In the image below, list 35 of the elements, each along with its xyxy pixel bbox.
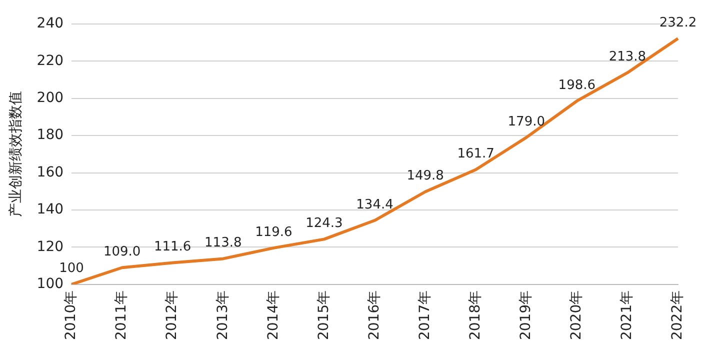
data-label: 113.8 [204,236,242,251]
y-tick-label: 200 [36,90,64,106]
data-label: 100 [59,261,84,276]
data-label: 119.6 [255,224,292,240]
data-label: 161.7 [457,146,494,162]
data-label: 134.4 [356,197,394,212]
x-tick-label: 2011年 [114,290,130,340]
y-tick-label: 240 [36,16,64,32]
x-tick-label: 2022年 [670,290,686,340]
x-tick-label: 2021年 [619,290,636,340]
x-tick-label: 2013年 [214,290,231,340]
x-tick-label: 2014年 [265,290,282,340]
y-tick-label: 100 [36,276,64,292]
x-tick-label: 2020年 [568,290,585,340]
data-label: 124.3 [306,216,343,232]
data-label: 109.0 [103,244,141,260]
x-tick-label: 2019年 [518,290,534,340]
y-tick-label: 180 [36,127,64,144]
data-label: 179.0 [508,114,545,130]
y-tick-label: 160 [36,164,64,180]
y-axis-title: 产业创新绩效指数值 [8,91,24,218]
data-label: 198.6 [558,78,596,93]
x-tick-label: 2012年 [164,290,180,340]
x-tick-label: 2015年 [316,290,332,340]
y-tick-label: 140 [36,202,64,218]
data-label: 149.8 [406,168,444,184]
x-tick-label: 2016年 [366,290,382,340]
x-tick-label: 2017年 [416,290,433,340]
x-tick-label: 2018年 [467,290,484,340]
y-tick-label: 120 [36,238,64,255]
data-label: 111.6 [154,240,192,255]
x-tick-label: 2010年 [63,290,80,340]
data-label: 213.8 [608,50,646,65]
y-tick-label: 220 [36,52,64,69]
data-label: 232.2 [659,15,697,30]
